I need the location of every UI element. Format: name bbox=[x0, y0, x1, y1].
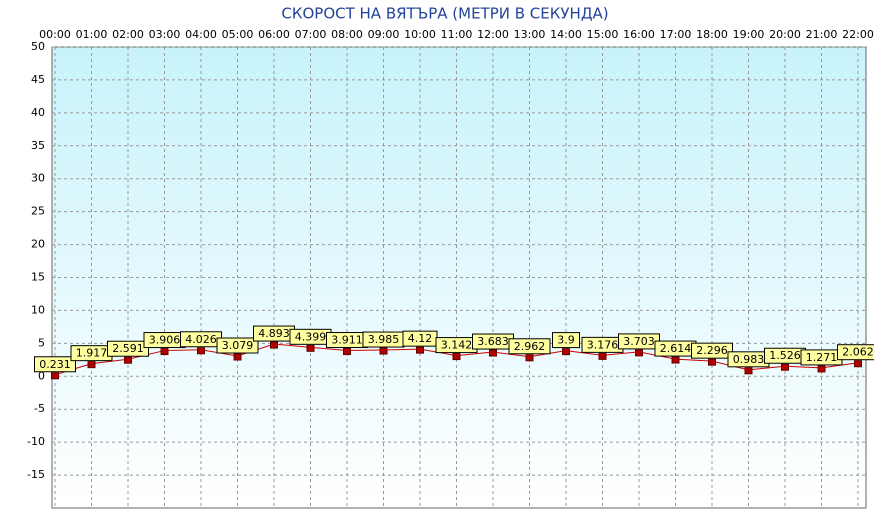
x-tick-label: 16:00 bbox=[623, 28, 655, 41]
y-tick-label: 35 bbox=[31, 139, 45, 152]
chart-title: СКОРОСТ НА ВЯТЪРА (МЕТРИ В СЕКУНДА) bbox=[281, 5, 608, 23]
data-point bbox=[671, 356, 680, 364]
y-tick-label: 25 bbox=[31, 205, 45, 218]
x-tick-label: 01:00 bbox=[76, 28, 108, 41]
x-tick-label: 21:00 bbox=[806, 28, 838, 41]
y-tick-label: 45 bbox=[31, 73, 45, 86]
y-tick-label: -15 bbox=[27, 468, 45, 481]
data-point bbox=[306, 344, 315, 352]
x-tick-label: 05:00 bbox=[222, 28, 254, 41]
y-tick-label: -5 bbox=[34, 402, 45, 415]
data-point bbox=[343, 348, 351, 356]
data-point bbox=[197, 347, 205, 355]
value-label: 4.399 bbox=[295, 330, 327, 343]
data-point bbox=[270, 341, 278, 349]
value-label: 1.917 bbox=[76, 347, 108, 360]
data-point bbox=[452, 353, 461, 361]
value-label: 3.985 bbox=[368, 333, 400, 346]
data-point bbox=[635, 349, 643, 357]
value-label-box bbox=[837, 344, 874, 361]
x-tick-label: 14:00 bbox=[550, 28, 582, 41]
data-point bbox=[525, 354, 534, 362]
value-label: 2.962 bbox=[514, 340, 546, 353]
value-label-box bbox=[691, 342, 733, 359]
value-label: 3.906 bbox=[149, 334, 181, 347]
value-label: 4.893 bbox=[258, 327, 290, 340]
data-point bbox=[854, 360, 862, 368]
y-tick-label: 10 bbox=[31, 303, 45, 316]
x-tick-label: 22:00 bbox=[842, 28, 874, 41]
value-label-box bbox=[508, 338, 551, 355]
y-tick-label: 5 bbox=[38, 336, 45, 349]
x-tick-label: 10:00 bbox=[404, 28, 436, 41]
data-point bbox=[598, 352, 607, 360]
value-label: 4.026 bbox=[185, 333, 217, 346]
x-tick-label: 15:00 bbox=[587, 28, 619, 41]
x-tick-label: 12:00 bbox=[477, 28, 509, 41]
value-label: 3.703 bbox=[623, 335, 655, 348]
data-point bbox=[379, 347, 388, 355]
value-label: 3.911 bbox=[331, 334, 363, 347]
data-point bbox=[87, 361, 96, 369]
value-label: 3.079 bbox=[222, 339, 254, 352]
value-label-box bbox=[34, 356, 76, 373]
data-point bbox=[160, 348, 169, 356]
x-tick-label: 19:00 bbox=[733, 28, 765, 41]
data-point bbox=[124, 356, 132, 364]
data-point bbox=[233, 353, 242, 361]
value-label: 2.591 bbox=[112, 342, 144, 355]
x-tick-label: 11:00 bbox=[441, 28, 473, 41]
data-point bbox=[489, 349, 497, 357]
y-tick-label: 0 bbox=[38, 369, 45, 382]
value-label: 1.526 bbox=[769, 349, 801, 362]
x-tick-label: 07:00 bbox=[295, 28, 327, 41]
value-label: 3.9 bbox=[557, 334, 575, 347]
y-tick-label: -10 bbox=[27, 435, 45, 448]
data-point bbox=[817, 365, 826, 373]
y-tick-label: 30 bbox=[31, 172, 45, 185]
value-label: 4.12 bbox=[408, 332, 433, 345]
y-tick-label: 20 bbox=[31, 238, 45, 251]
data-point bbox=[562, 348, 570, 356]
data-point bbox=[744, 367, 753, 375]
value-label: 1.271 bbox=[806, 351, 838, 364]
value-label-box bbox=[216, 337, 259, 354]
x-tick-label: 08:00 bbox=[331, 28, 363, 41]
y-tick-label: 15 bbox=[31, 271, 45, 284]
value-label: 2.062 bbox=[842, 346, 874, 359]
value-label: 2.614 bbox=[660, 342, 692, 355]
x-tick-label: 18:00 bbox=[696, 28, 728, 41]
data-point bbox=[708, 358, 716, 366]
y-tick-label: 40 bbox=[31, 106, 45, 119]
x-tick-label: 17:00 bbox=[660, 28, 692, 41]
x-tick-label: 20:00 bbox=[769, 28, 801, 41]
value-label: 0.231 bbox=[39, 358, 71, 371]
x-tick-label: 00:00 bbox=[39, 28, 71, 41]
x-tick-label: 02:00 bbox=[112, 28, 144, 41]
x-tick-label: 13:00 bbox=[514, 28, 546, 41]
data-point bbox=[416, 346, 424, 354]
value-label: 2.296 bbox=[696, 344, 728, 357]
y-tick-label: 50 bbox=[31, 40, 45, 53]
x-tick-label: 09:00 bbox=[368, 28, 400, 41]
value-label: 3.683 bbox=[477, 335, 509, 348]
value-label: 3.142 bbox=[441, 339, 473, 352]
data-point bbox=[51, 372, 59, 380]
x-tick-label: 04:00 bbox=[185, 28, 217, 41]
data-point bbox=[781, 363, 789, 371]
value-label: 3.176 bbox=[587, 338, 619, 351]
x-tick-label: 06:00 bbox=[258, 28, 290, 41]
value-label: 0.983 bbox=[733, 353, 765, 366]
value-label-box bbox=[107, 340, 149, 357]
value-label-box bbox=[552, 332, 580, 349]
x-tick-label: 03:00 bbox=[149, 28, 181, 41]
